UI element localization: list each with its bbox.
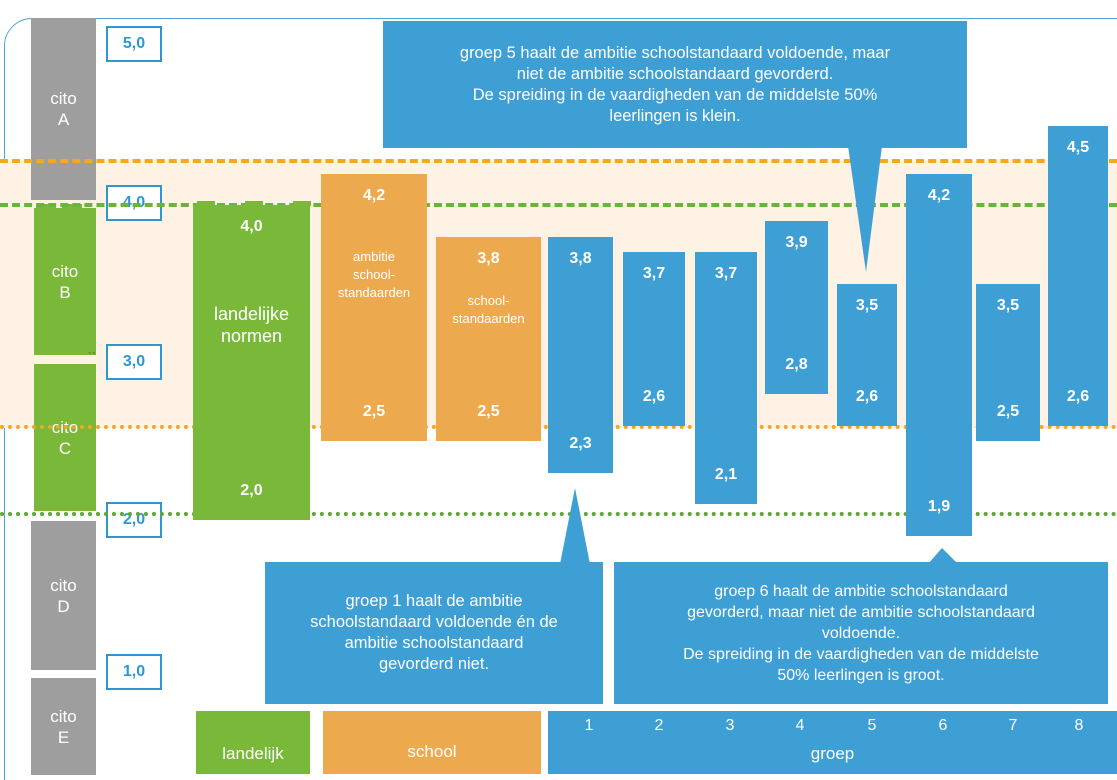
bar-groep-3 xyxy=(695,252,757,505)
groep-number-label: 6 xyxy=(938,717,948,734)
category-landelijk xyxy=(196,711,310,774)
groep-number-label: 1 xyxy=(584,717,594,734)
bar-low-label: 1,9 xyxy=(927,497,951,515)
bar-groep-4 xyxy=(765,220,828,394)
groep-number-label: 2 xyxy=(654,717,664,734)
bar-crenel xyxy=(293,201,311,206)
cito-level-letter: B xyxy=(59,282,71,302)
bar-inner-label: school- standaarden xyxy=(452,293,525,326)
bar-high-label: 4,0 xyxy=(240,218,263,235)
bar-high-label: 3,5 xyxy=(996,296,1020,314)
bar-groep-1 xyxy=(548,236,613,473)
bar-groep-6 xyxy=(906,173,972,536)
bar-inner-label: ambitie school- standaarden xyxy=(337,249,411,300)
annotation-callout: groep 6 haalt de ambitie schoolstandaard… xyxy=(614,562,1108,704)
bar-low-label: 2,6 xyxy=(1066,387,1090,405)
groep-number-label: 5 xyxy=(867,717,877,734)
cito-level-a: cito A xyxy=(31,18,96,200)
bar-high-label: 3,7 xyxy=(714,265,738,283)
cito-level-d: cito D xyxy=(31,521,96,670)
groep-number-label: 8 xyxy=(1074,717,1084,734)
reference-line xyxy=(0,512,1117,516)
bar-landelijk-0 xyxy=(193,205,310,520)
cito-level-letter: A xyxy=(57,110,70,129)
category-school-label: school xyxy=(407,742,457,761)
reference-line xyxy=(0,203,1117,207)
y-tick-label: 1,0 xyxy=(106,654,162,690)
cito-level-name: cito xyxy=(50,575,77,595)
reference-line xyxy=(0,159,1117,163)
bar-low-label: 2,5 xyxy=(996,403,1020,421)
bar-high-label: 4,2 xyxy=(927,186,951,204)
bar-low-label: 2,1 xyxy=(714,466,738,484)
bar-inner-label: landelijke normen xyxy=(213,304,290,346)
bar-low-label: 2,6 xyxy=(642,387,666,405)
cito-level-letter: E xyxy=(57,727,70,747)
bar-school-2 xyxy=(436,236,541,442)
bar-school-1 xyxy=(321,173,427,442)
bar-low-label: 2,6 xyxy=(855,387,879,405)
cito-level-b: cito B xyxy=(34,208,96,355)
cito-level-name: cito xyxy=(50,706,77,726)
y-tick-label: 5,0 xyxy=(106,26,162,62)
bar-high-label: 4,2 xyxy=(362,186,386,204)
y-tick-label: 2,0 xyxy=(106,502,162,538)
bar-high-label: 3,9 xyxy=(785,233,808,251)
bar-crenel xyxy=(245,201,263,206)
cito-level-letter: D xyxy=(57,596,70,616)
bar-high-label: 3,7 xyxy=(642,265,666,283)
bar-high-label: 3,5 xyxy=(855,296,879,314)
bar-low-label: 2,5 xyxy=(362,403,386,421)
cito-level-c: cito C xyxy=(34,364,96,511)
bar-low-label: 2,0 xyxy=(240,482,263,499)
category-groep-label: groep xyxy=(810,744,855,763)
cito-level-name: cito xyxy=(50,89,77,108)
annotation-text: groep 6 haalt de ambitie schoolstandaard… xyxy=(683,582,1039,684)
annotation-text: groep 1 haalt de ambitie schoolstandaard… xyxy=(310,592,558,673)
bar-groep-5 xyxy=(837,283,897,426)
bar-groep-7 xyxy=(976,283,1040,442)
bar-high-label: 4,5 xyxy=(1066,139,1090,157)
category-groep xyxy=(548,711,1117,774)
bar-crenel xyxy=(197,201,215,206)
cito-level-e: cito E xyxy=(31,678,96,775)
category-school xyxy=(323,711,541,774)
groep-number-label: 7 xyxy=(1008,717,1018,734)
cito-level-letter: C xyxy=(58,438,72,458)
bar-groep-8 xyxy=(1048,126,1108,426)
annotation-text: groep 5 haalt de ambitie schoolstandaard… xyxy=(459,43,891,125)
category-landelijk-label: landelijk xyxy=(222,744,284,763)
annotation-callout: groep 5 haalt de ambitie schoolstandaard… xyxy=(383,21,967,148)
groep-number-label: 4 xyxy=(795,717,805,734)
annotation-callout: groep 1 haalt de ambitie schoolstandaard… xyxy=(265,562,603,704)
bar-low-label: 2,3 xyxy=(569,434,592,452)
bar-high-label: 3,8 xyxy=(477,249,500,267)
bar-groep-2 xyxy=(623,252,685,426)
groep-number-label: 3 xyxy=(725,717,735,734)
bar-low-label: 2,8 xyxy=(785,356,808,373)
y-tick-label: 3,0 xyxy=(106,344,162,380)
stray-mark: `` xyxy=(88,350,96,364)
bar-low-label: 2,5 xyxy=(477,403,500,421)
cito-notch xyxy=(62,204,82,210)
cito-notch xyxy=(36,204,56,210)
cito-level-name: cito xyxy=(51,261,79,281)
bar-high-label: 3,8 xyxy=(569,249,592,267)
